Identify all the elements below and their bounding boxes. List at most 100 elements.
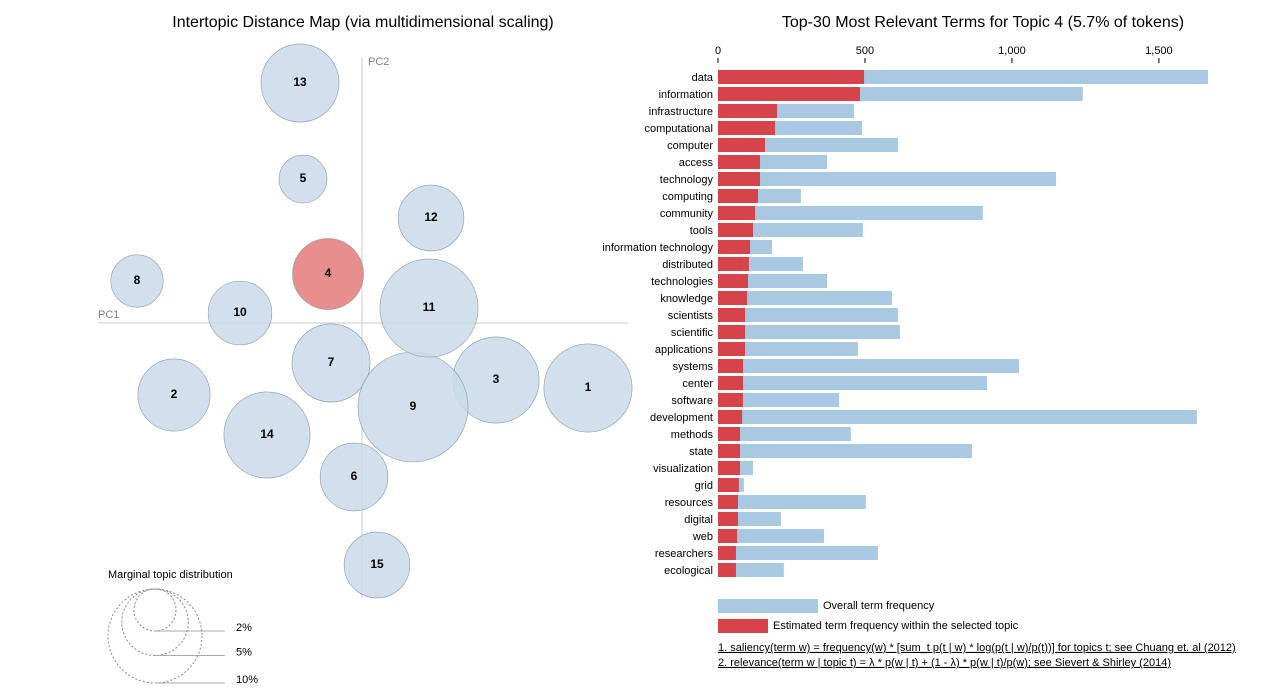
size-legend-circle bbox=[107, 588, 203, 684]
bar-title: Top-30 Most Relevant Terms for Topic 4 (… bbox=[782, 14, 1184, 31]
topic-bubble bbox=[137, 358, 211, 432]
topic-label: 4 bbox=[325, 266, 332, 280]
bar bbox=[718, 325, 900, 339]
term-label: technology bbox=[660, 174, 714, 186]
topic-bubble bbox=[319, 442, 389, 512]
bar bbox=[718, 495, 738, 509]
bar bbox=[718, 359, 743, 373]
bar bbox=[718, 189, 758, 203]
bar bbox=[718, 308, 898, 322]
footnote: 1. saliency(term w) = frequency(w) * [su… bbox=[718, 642, 1236, 654]
term-label: knowledge bbox=[660, 293, 713, 305]
bar bbox=[718, 291, 748, 305]
bar bbox=[718, 563, 736, 577]
bar bbox=[718, 87, 860, 101]
bar bbox=[718, 223, 863, 237]
bar bbox=[718, 512, 738, 526]
size-legend-label: 5% bbox=[236, 646, 252, 658]
term-label: applications bbox=[655, 344, 714, 356]
legend-label: Estimated term frequency within the sele… bbox=[773, 620, 1019, 632]
bar bbox=[718, 223, 753, 237]
size-legend-circle bbox=[133, 588, 177, 632]
bar bbox=[718, 461, 741, 475]
footnote: 2. relevance(term w | topic t) = λ * p(w… bbox=[718, 657, 1171, 669]
y-axis-label: PC2 bbox=[368, 56, 389, 68]
bar bbox=[718, 172, 761, 186]
term-label: researchers bbox=[655, 548, 714, 560]
topic-label: 14 bbox=[260, 427, 274, 441]
x-tick-label: 1,500 bbox=[1145, 45, 1173, 57]
bar bbox=[718, 257, 749, 271]
bar bbox=[718, 529, 738, 543]
bar bbox=[718, 376, 987, 390]
term-label: state bbox=[689, 446, 713, 458]
term-label: scientists bbox=[668, 310, 714, 322]
term-label: software bbox=[671, 395, 713, 407]
bar bbox=[718, 121, 776, 135]
bar bbox=[718, 478, 739, 492]
term-label: community bbox=[660, 208, 714, 220]
size-legend-circle bbox=[121, 588, 189, 656]
term-label: scientific bbox=[671, 327, 714, 339]
term-label: distributed bbox=[662, 259, 713, 271]
topic-bubble bbox=[291, 323, 371, 403]
bar bbox=[718, 376, 743, 390]
term-label: computational bbox=[645, 123, 714, 135]
legend-label: Overall term frequency bbox=[823, 600, 935, 612]
topic-label: 15 bbox=[370, 557, 384, 571]
topic-bubble bbox=[343, 531, 411, 599]
bar bbox=[718, 70, 865, 84]
x-axis-label: PC1 bbox=[98, 309, 119, 321]
topic-label: 8 bbox=[134, 273, 141, 287]
term-label: visualization bbox=[653, 463, 713, 475]
topic-label: 2 bbox=[171, 387, 178, 401]
bar bbox=[718, 444, 741, 458]
bar bbox=[718, 410, 743, 424]
size-legend-label: 10% bbox=[236, 674, 258, 686]
topic-bubble bbox=[292, 238, 364, 310]
term-label: access bbox=[679, 157, 714, 169]
topic-bubble bbox=[110, 254, 164, 308]
size-legend-label: 2% bbox=[236, 622, 252, 634]
map-title: Intertopic Distance Map (via multidimens… bbox=[172, 14, 554, 31]
bar bbox=[718, 291, 893, 305]
bar bbox=[718, 138, 766, 152]
term-label: methods bbox=[671, 429, 714, 441]
topic-bubble bbox=[379, 258, 479, 358]
term-label: grid bbox=[695, 480, 713, 492]
term-label: computing bbox=[662, 191, 713, 203]
bar bbox=[718, 240, 751, 254]
term-label: tools bbox=[690, 225, 714, 237]
bar bbox=[718, 206, 983, 220]
legend-swatch bbox=[718, 619, 768, 633]
topic-bubble bbox=[207, 280, 273, 346]
bar bbox=[718, 206, 756, 220]
topic-label: 7 bbox=[328, 355, 335, 369]
topic-label: 13 bbox=[293, 75, 307, 89]
topic-label: 12 bbox=[424, 210, 438, 224]
term-label: computer bbox=[667, 140, 713, 152]
topic-label: 5 bbox=[300, 171, 307, 185]
bar bbox=[718, 444, 972, 458]
term-label: infrastructure bbox=[649, 106, 713, 118]
term-label: development bbox=[650, 412, 713, 424]
bar bbox=[718, 410, 1197, 424]
bar bbox=[718, 495, 866, 509]
x-tick-label: 1,000 bbox=[998, 45, 1026, 57]
bar bbox=[718, 155, 761, 169]
term-label: ecological bbox=[664, 565, 713, 577]
topic-bubble bbox=[397, 184, 465, 252]
term-label: resources bbox=[665, 497, 714, 509]
bar bbox=[718, 393, 743, 407]
bar bbox=[718, 325, 746, 339]
topic-bubble bbox=[543, 343, 633, 433]
bar bbox=[718, 359, 1019, 373]
bar bbox=[718, 172, 1057, 186]
topic-bubble bbox=[223, 391, 311, 479]
bar bbox=[718, 342, 746, 356]
topic-bubble bbox=[278, 154, 328, 204]
term-label: web bbox=[692, 531, 713, 543]
x-tick-label: 500 bbox=[856, 45, 874, 57]
bar bbox=[718, 546, 736, 560]
